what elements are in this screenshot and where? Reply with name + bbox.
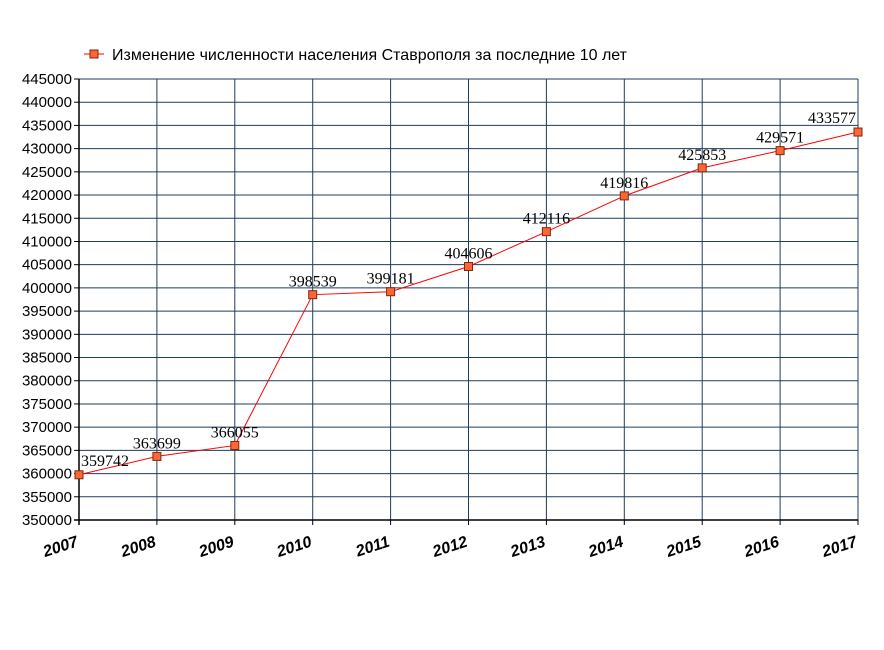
data-point-marker	[386, 287, 396, 297]
data-label: 404606	[445, 246, 493, 263]
data-point-marker	[775, 146, 785, 156]
y-tick-label: 365000	[22, 442, 72, 459]
data-label: 433577	[808, 110, 856, 127]
y-tick-label: 370000	[22, 419, 72, 436]
x-tick-label: 2014	[585, 534, 625, 562]
data-point-marker	[619, 191, 629, 201]
y-tick-label: 430000	[22, 141, 72, 158]
y-axis-ticks: 350000 355000 360000 365000 370000 375000 3800…	[22, 71, 79, 529]
data-point-marker	[697, 163, 707, 173]
data-label: 429571	[756, 130, 804, 147]
y-tick-label: 400000	[22, 280, 72, 297]
data-point-marker	[308, 290, 318, 300]
y-tick-label: 385000	[22, 350, 72, 367]
y-tick-label: 375000	[22, 396, 72, 413]
data-label: 399181	[367, 271, 415, 288]
axes	[74, 79, 858, 525]
series-population	[74, 127, 863, 480]
x-tick-label: 2012	[430, 534, 470, 562]
y-tick-label: 410000	[22, 233, 72, 250]
x-tick-label: 2010	[274, 534, 314, 562]
data-point-marker	[541, 227, 551, 237]
y-tick-label: 425000	[22, 164, 72, 181]
legend-marker-icon	[89, 49, 99, 59]
y-tick-label: 420000	[22, 187, 72, 204]
x-axis-ticks: 2007 2008 2009 2010 2011 2012 2013 2014 2015 2016…	[40, 520, 860, 561]
data-label: 366055	[211, 424, 259, 441]
data-label: 425853	[678, 147, 726, 164]
x-tick-label: 2017	[819, 533, 860, 561]
legend-label: Изменение численности населения Ставропо…	[112, 47, 628, 64]
x-tick-label: 2015	[663, 533, 704, 561]
data-label: 398539	[289, 274, 337, 291]
x-tick-label: 2013	[508, 534, 548, 562]
y-tick-label: 405000	[22, 257, 72, 274]
data-label: 363699	[133, 435, 181, 452]
x-tick-label: 2007	[40, 533, 81, 561]
y-tick-label: 395000	[22, 303, 72, 320]
x-tick-label: 2011	[353, 534, 392, 561]
x-tick-label: 2016	[741, 534, 781, 562]
x-tick-label: 2008	[118, 534, 158, 562]
x-tick-label: 2009	[196, 534, 236, 562]
data-point-marker	[464, 262, 473, 272]
data-point-marker	[74, 470, 84, 480]
y-tick-label: 355000	[22, 489, 72, 506]
data-point-marker	[152, 451, 162, 461]
y-tick-label: 445000	[22, 71, 72, 88]
y-tick-label: 415000	[22, 210, 72, 227]
data-label: 419816	[600, 175, 648, 192]
legend: Изменение численности населения Ставропо…	[84, 47, 628, 64]
y-tick-label: 350000	[22, 512, 72, 529]
grid	[78, 78, 859, 521]
y-tick-label: 360000	[22, 466, 72, 483]
y-tick-label: 435000	[22, 117, 72, 134]
y-tick-label: 440000	[22, 94, 72, 111]
data-label: 412116	[523, 211, 570, 228]
y-tick-label: 380000	[22, 373, 72, 390]
data-point-marker	[853, 127, 863, 137]
data-point-marker	[230, 440, 240, 450]
y-tick-label: 390000	[22, 326, 72, 343]
data-label: 359742	[81, 453, 129, 470]
